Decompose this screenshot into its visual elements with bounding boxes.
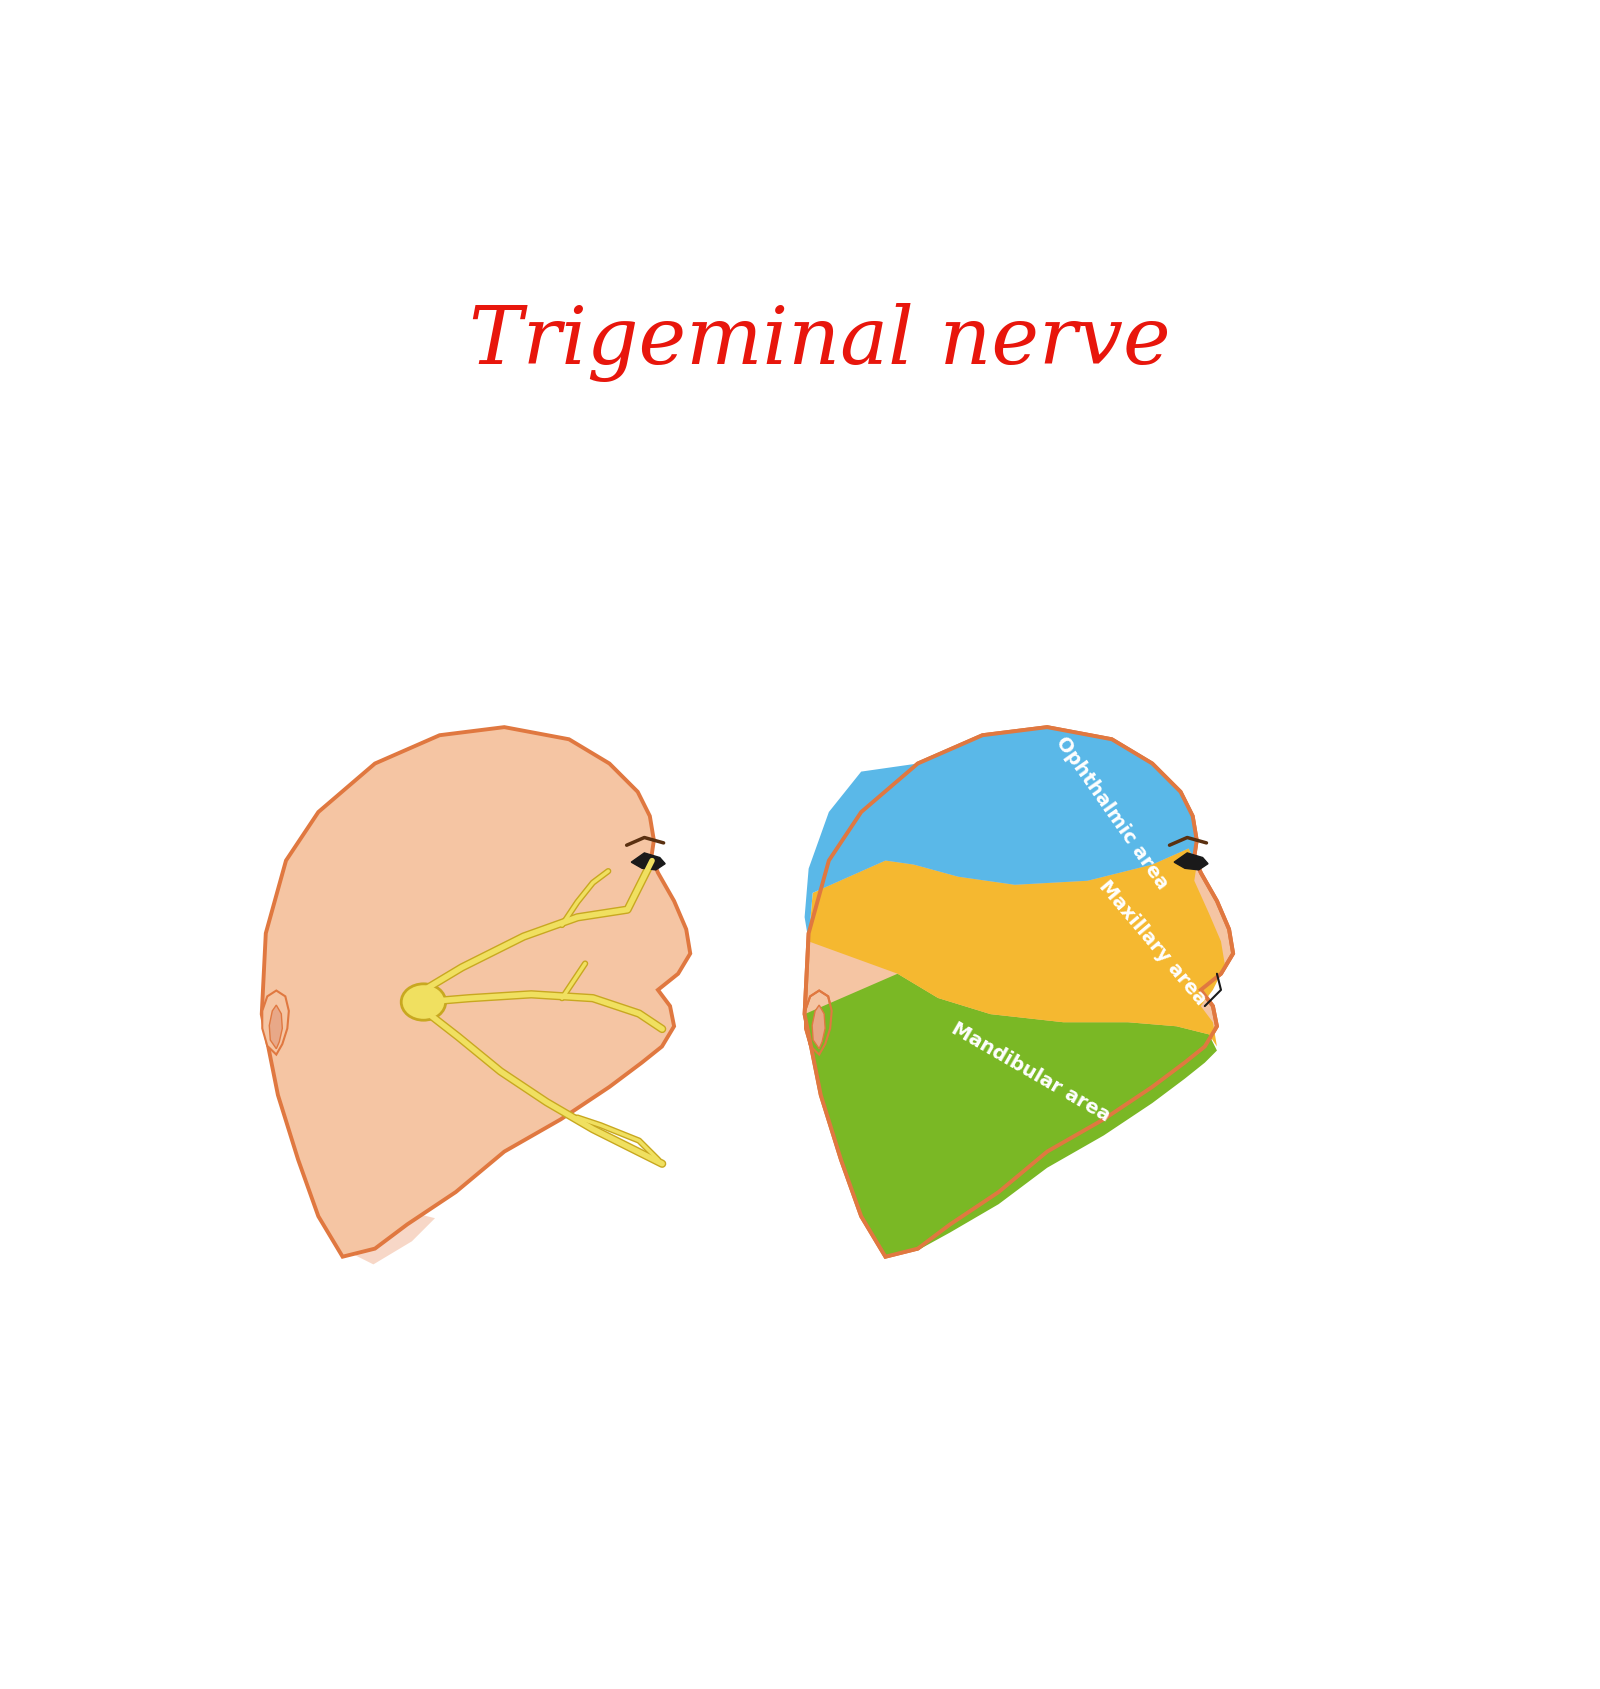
Polygon shape: [262, 991, 290, 1056]
Polygon shape: [632, 853, 666, 870]
Polygon shape: [805, 975, 1218, 1257]
Polygon shape: [808, 850, 1226, 1047]
Polygon shape: [805, 991, 832, 1056]
Text: Trigeminal nerve: Trigeminal nerve: [469, 302, 1171, 382]
Text: Ophthalmic area: Ophthalmic area: [1051, 733, 1171, 892]
Polygon shape: [1174, 853, 1208, 870]
Polygon shape: [262, 728, 690, 1257]
Polygon shape: [350, 1211, 435, 1265]
Polygon shape: [805, 728, 1197, 942]
Ellipse shape: [402, 985, 446, 1020]
Polygon shape: [813, 1005, 826, 1049]
Polygon shape: [805, 728, 1234, 1257]
Text: Maxillary area: Maxillary area: [1094, 877, 1210, 1008]
Text: Mandibular area: Mandibular area: [949, 1018, 1114, 1125]
Polygon shape: [269, 1005, 282, 1049]
